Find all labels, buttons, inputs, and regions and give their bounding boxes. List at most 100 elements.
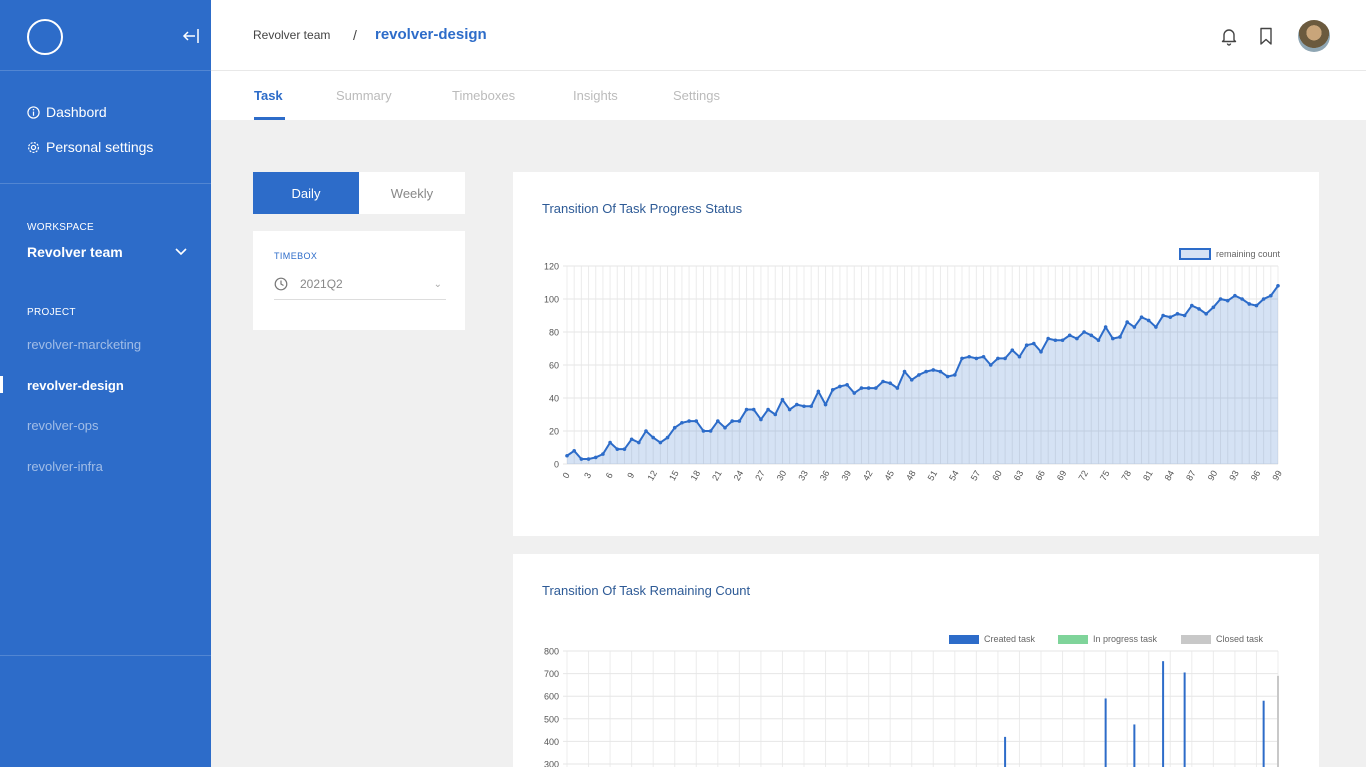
data-point xyxy=(1082,330,1086,334)
data-point xyxy=(1218,297,1223,301)
tab-insights[interactable]: Insights xyxy=(573,88,618,103)
tab-task[interactable]: Task xyxy=(254,88,283,103)
data-point xyxy=(1225,298,1230,303)
x-tick-label: 36 xyxy=(818,469,832,483)
x-tick-label: 15 xyxy=(667,469,681,483)
data-point xyxy=(1182,313,1187,318)
y-tick-label: 80 xyxy=(549,328,559,338)
data-point xyxy=(608,440,612,445)
data-point xyxy=(716,419,720,423)
x-tick-label: 72 xyxy=(1076,469,1090,483)
x-tick-label: 39 xyxy=(839,469,853,483)
data-point xyxy=(838,384,842,389)
bar xyxy=(1277,675,1279,767)
data-point xyxy=(629,437,634,442)
x-tick-label: 0 xyxy=(561,471,572,480)
data-point xyxy=(1010,348,1015,352)
bookmark-icon[interactable] xyxy=(1256,26,1276,46)
x-tick-label: 75 xyxy=(1098,469,1112,483)
y-tick-label: 40 xyxy=(549,394,559,404)
period-toggle: Daily Weekly xyxy=(253,172,465,214)
tab-settings[interactable]: Settings xyxy=(673,88,720,103)
bell-icon[interactable] xyxy=(1219,26,1239,46)
x-tick-label: 48 xyxy=(904,469,918,483)
data-point xyxy=(687,419,691,423)
data-point xyxy=(1103,325,1108,329)
bar xyxy=(1104,698,1107,767)
x-tick-label: 93 xyxy=(1227,469,1241,483)
data-point xyxy=(1233,293,1237,298)
y-tick-label: 700 xyxy=(544,669,559,679)
x-tick-label: 60 xyxy=(990,469,1004,483)
daily-button[interactable]: Daily xyxy=(253,172,359,214)
x-tick-label: 42 xyxy=(861,469,875,483)
y-tick-label: 100 xyxy=(544,295,559,305)
x-tick-label: 12 xyxy=(645,469,659,483)
logo[interactable] xyxy=(27,19,63,55)
data-point xyxy=(644,429,648,433)
legend-label: remaining count xyxy=(1216,249,1281,259)
sidebar-item-revolver-ops[interactable]: revolver-ops xyxy=(27,418,99,433)
sidebar: Dashbord Personal settings WORKSPACE Rev… xyxy=(0,0,211,767)
breadcrumb-team[interactable]: Revolver team xyxy=(253,28,331,42)
breadcrumb-current: revolver-design xyxy=(375,26,487,43)
data-point xyxy=(723,425,727,430)
timebox-select[interactable]: 2021Q2 ⌄ xyxy=(274,269,446,300)
data-point xyxy=(751,407,756,412)
sidebar-item-revolver-infra[interactable]: revolver-infra xyxy=(27,459,103,474)
nav-dashboard-label: Dashbord xyxy=(46,104,107,120)
bar xyxy=(1004,736,1007,767)
tab-timeboxes[interactable]: Timeboxes xyxy=(452,88,516,103)
avatar[interactable] xyxy=(1298,20,1330,52)
sidebar-item-revolver-design[interactable]: revolver-design xyxy=(27,378,124,393)
workspace-name: Revolver team xyxy=(27,244,123,260)
data-point xyxy=(759,417,763,422)
nav-personal-settings[interactable]: Personal settings xyxy=(27,139,153,155)
series-area xyxy=(567,285,1278,464)
data-point xyxy=(601,452,605,456)
data-point xyxy=(1132,325,1137,329)
data-point xyxy=(1075,336,1079,341)
data-point xyxy=(615,447,620,451)
x-tick-label: 87 xyxy=(1184,469,1198,483)
x-tick-label: 6 xyxy=(604,471,615,480)
data-point xyxy=(1024,343,1029,347)
x-tick-label: 96 xyxy=(1249,469,1263,483)
nav-dashboard[interactable]: Dashbord xyxy=(27,104,107,120)
data-point xyxy=(773,412,778,417)
info-icon xyxy=(27,105,40,119)
data-point xyxy=(737,419,742,423)
chart-title: Transition Of Task Remaining Count xyxy=(542,583,751,598)
x-tick-label: 9 xyxy=(625,471,636,480)
data-point xyxy=(744,407,749,412)
workspace-select[interactable]: Revolver team xyxy=(27,244,187,260)
data-point xyxy=(586,457,591,461)
data-point xyxy=(866,386,871,390)
tab-bar: Task Summary Timeboxes Insights Settings xyxy=(211,71,1366,120)
data-point xyxy=(1125,320,1129,324)
data-point xyxy=(572,449,576,453)
data-point xyxy=(917,373,921,377)
sidebar-item-revolver-marcketing[interactable]: revolver-marcketing xyxy=(27,337,142,352)
tab-summary[interactable]: Summary xyxy=(336,88,392,103)
x-tick-label: 54 xyxy=(947,469,961,483)
weekly-button[interactable]: Weekly xyxy=(390,185,434,201)
data-point xyxy=(622,447,627,451)
data-point xyxy=(852,391,857,395)
x-tick-label: 3 xyxy=(582,471,593,480)
legend-label: Closed task xyxy=(1216,634,1264,644)
bar xyxy=(1183,672,1186,767)
x-tick-label: 81 xyxy=(1141,469,1155,483)
data-point xyxy=(579,457,584,461)
nav-personal-settings-label: Personal settings xyxy=(46,139,154,155)
remaining-chart: 300 400 500 600 700 800 Created task In progres… xyxy=(544,634,1279,767)
x-tick-label: 21 xyxy=(710,469,724,483)
x-tick-label: 99 xyxy=(1270,469,1284,483)
data-point xyxy=(708,429,713,433)
x-tick-label: 18 xyxy=(689,469,703,483)
collapse-sidebar-icon[interactable] xyxy=(182,26,200,46)
chevron-down-icon xyxy=(175,248,187,256)
timebox-label: TIMEBOX xyxy=(274,251,318,261)
data-point xyxy=(565,453,569,458)
data-point xyxy=(988,363,993,367)
